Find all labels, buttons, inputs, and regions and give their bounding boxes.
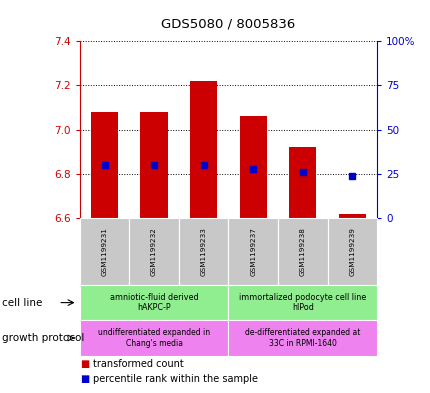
Text: GDS5080 / 8005836: GDS5080 / 8005836 (161, 18, 295, 31)
Text: transformed count: transformed count (92, 358, 183, 369)
Bar (338, 214, 365, 218)
Text: de-differentiated expanded at
33C in RPMI-1640: de-differentiated expanded at 33C in RPM… (245, 328, 359, 348)
Text: GSM1199237: GSM1199237 (250, 227, 255, 276)
Text: growth protocol: growth protocol (2, 333, 84, 343)
Text: amniotic-fluid derived
hAKPC-P: amniotic-fluid derived hAKPC-P (110, 293, 198, 312)
Bar (239, 116, 266, 218)
Bar (190, 81, 217, 218)
Text: GSM1199238: GSM1199238 (299, 227, 305, 276)
Text: GSM1199231: GSM1199231 (101, 227, 107, 276)
Text: undifferentiated expanded in
Chang's media: undifferentiated expanded in Chang's med… (98, 328, 210, 348)
Text: immortalized podocyte cell line
hIPod: immortalized podocyte cell line hIPod (239, 293, 366, 312)
Text: ■: ■ (80, 374, 89, 384)
Bar (289, 147, 316, 218)
Text: GSM1199239: GSM1199239 (349, 227, 354, 276)
Text: GSM1199233: GSM1199233 (200, 227, 206, 276)
Bar (91, 112, 118, 218)
Bar (140, 112, 167, 218)
Text: cell line: cell line (2, 298, 43, 308)
Text: GSM1199232: GSM1199232 (151, 227, 157, 276)
Text: percentile rank within the sample: percentile rank within the sample (92, 374, 257, 384)
Text: ■: ■ (80, 358, 89, 369)
